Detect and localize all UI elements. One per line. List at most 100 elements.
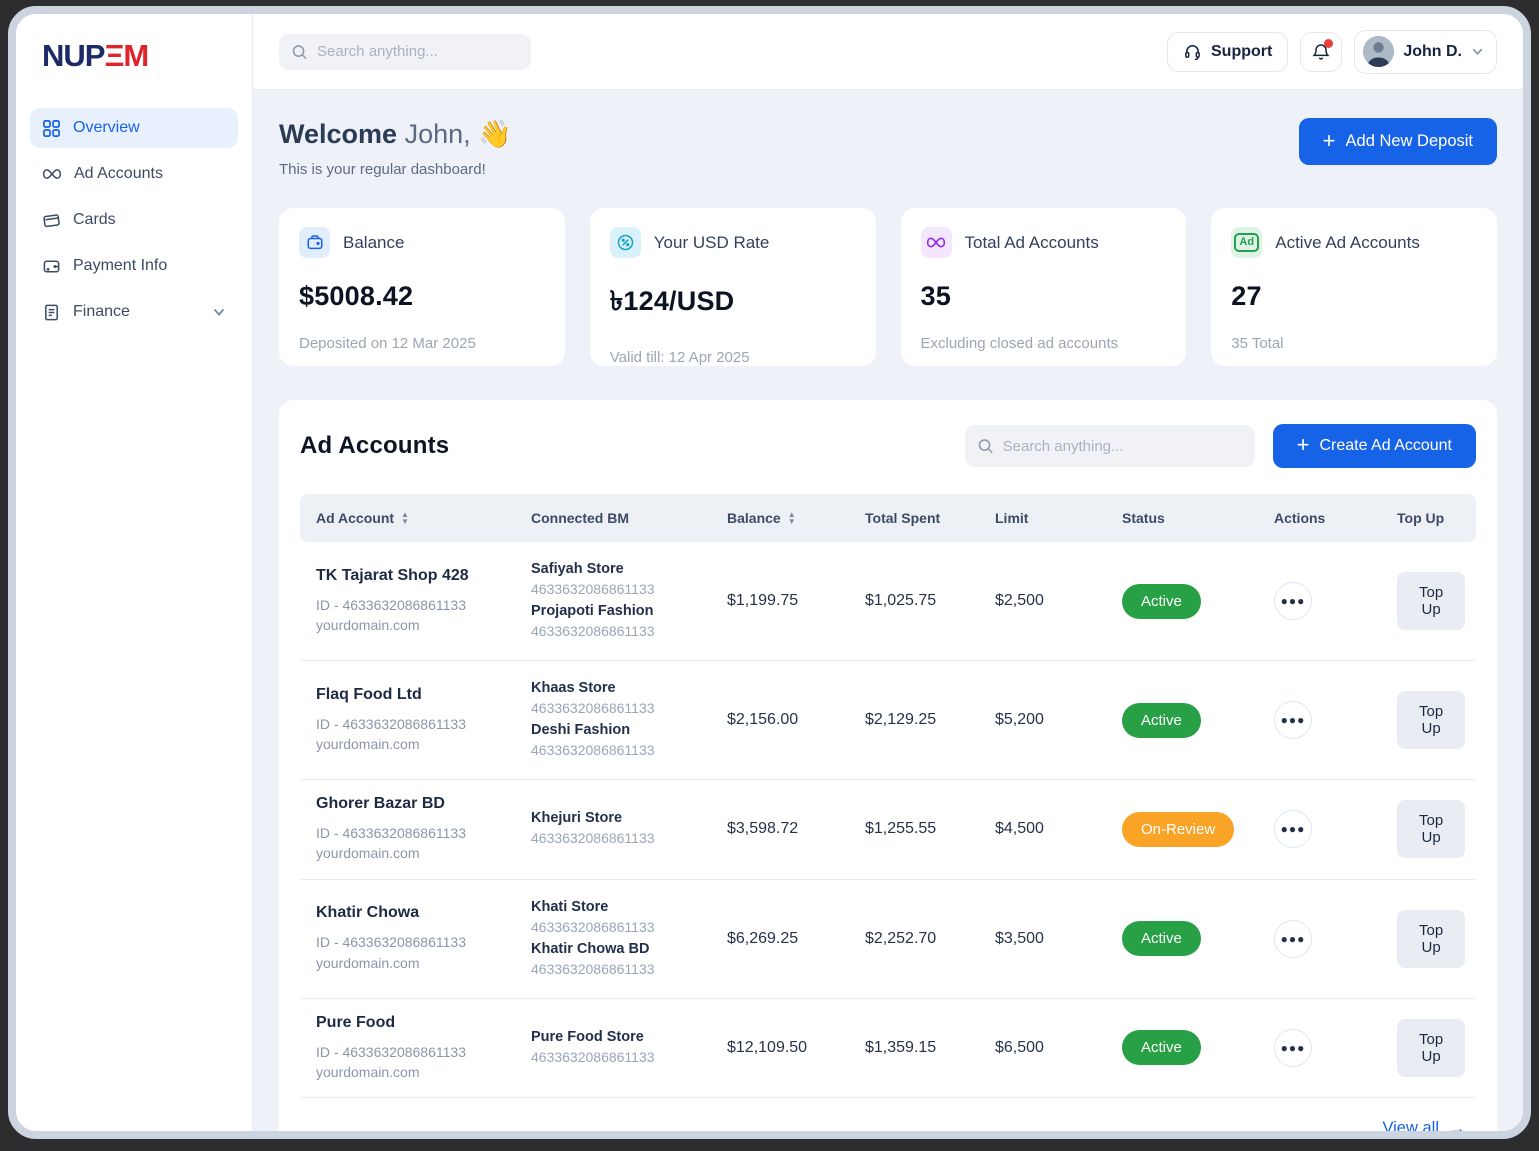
balance-cell: $3,598.72 — [727, 820, 799, 838]
status-badge: Active — [1122, 921, 1201, 957]
table-search-input[interactable] — [964, 425, 1255, 467]
row-actions-button[interactable]: ●●● — [1274, 701, 1312, 739]
bm-entry: Khatir Chowa BD 4633632086861133 — [531, 941, 727, 977]
bm-id: 4633632086861133 — [531, 1048, 655, 1065]
receipt-icon — [45, 304, 58, 320]
status-badge: Active — [1122, 583, 1201, 619]
stat-label: Balance — [343, 232, 405, 252]
stat-card-usd-rate: Your USD Rate ৳124/USD Valid till: 12 Ap… — [589, 208, 876, 366]
sidebar-item-label: Overview — [73, 119, 140, 136]
sidebar-item-finance[interactable]: Finance — [30, 292, 238, 332]
status-badge: Active — [1122, 1030, 1201, 1066]
sidebar-item-cards[interactable]: Cards — [30, 200, 238, 240]
bm-name: Khejuri Store — [531, 810, 623, 827]
table-body: TK Tajarat Shop 428 ID - 463363208686113… — [300, 542, 1476, 1099]
plus-icon: + — [1322, 127, 1336, 153]
sidebar-item-label: Payment Info — [73, 257, 168, 274]
stat-card-total-ad-accounts: Total Ad Accounts 35 Excluding closed ad… — [900, 208, 1187, 366]
column-header-top-up: Top Up — [1397, 510, 1445, 526]
plus-icon: + — [1296, 432, 1310, 457]
bm-entry: Khejuri Store 4633632086861133 — [531, 810, 727, 846]
table-title: Ad Accounts — [300, 432, 450, 459]
total-spent-cell: $2,252.70 — [865, 929, 937, 947]
top-up-button[interactable]: Top Up — [1397, 572, 1466, 630]
balance-cell: $6,269.25 — [727, 929, 799, 947]
page-subtitle: This is your regular dashboard! — [279, 161, 486, 178]
bm-name: Khatir Chowa BD — [531, 940, 650, 957]
account-domain: yourdomain.com — [316, 1063, 420, 1080]
grid-icon — [43, 119, 60, 137]
wallet-plus-icon — [43, 260, 60, 272]
total-spent-cell: $1,025.75 — [865, 592, 937, 609]
bm-entry: Khati Store 4633632086861133 — [531, 899, 727, 935]
account-name: Pure Food — [316, 1013, 396, 1031]
sidebar-item-overview[interactable]: Overview — [30, 108, 238, 148]
top-up-button[interactable]: Top Up — [1397, 800, 1466, 859]
stat-note: 35 Total — [1231, 335, 1284, 352]
connected-bm-cell: Safiyah Store 4633632086861133 Projapoti F… — [531, 557, 727, 645]
balance-cell: $2,156.00 — [727, 711, 799, 728]
card-icon — [43, 213, 60, 227]
account-domain: yourdomain.com — [316, 954, 420, 971]
welcome-name: John, — [404, 119, 471, 149]
add-new-deposit-button[interactable]: + Add New Deposit — [1298, 118, 1497, 165]
meta-icon — [920, 227, 952, 258]
top-up-button[interactable]: Top Up — [1397, 691, 1466, 749]
percent-icon — [609, 227, 641, 258]
sidebar-item-label: Finance — [73, 303, 130, 320]
connected-bm-cell: Khaas Store 4633632086861133 Deshi Fashion… — [531, 676, 727, 764]
column-header-ad-account: Ad Account ▲ ▼ — [316, 509, 409, 526]
balance-cell: $12,109.50 — [727, 1038, 808, 1056]
headset-icon — [1185, 45, 1200, 61]
add-new-deposit-label: Add New Deposit — [1345, 132, 1473, 150]
table-row: TK Tajarat Shop 428 ID - 463363208686113… — [300, 542, 1476, 661]
account-id: ID - 4633632086861133 — [316, 934, 466, 951]
stat-value: 27 — [1231, 281, 1262, 311]
row-actions-button[interactable]: ●●● — [1274, 919, 1312, 958]
stat-note: Deposited on 12 Mar 2025 — [299, 335, 476, 352]
support-button[interactable]: Support — [1167, 31, 1289, 72]
account-id: ID - 4633632086861133 — [316, 825, 466, 841]
total-spent-cell: $2,129.25 — [865, 711, 937, 728]
bm-name: Safiyah Store — [531, 561, 624, 577]
row-actions-button[interactable]: ●●● — [1274, 1028, 1312, 1067]
brand-logo: NUPΞM — [30, 32, 238, 74]
top-up-button[interactable]: Top Up — [1397, 909, 1466, 968]
sidebar-item-payment-info[interactable]: Payment Info — [30, 246, 238, 286]
search-icon — [292, 44, 307, 59]
meta-infinity-icon — [42, 169, 62, 179]
account-id: ID - 4633632086861133 — [316, 715, 466, 732]
bm-entry: Pure Food Store 4633632086861133 — [531, 1029, 727, 1065]
create-ad-account-label: Create Ad Account — [1319, 437, 1452, 454]
support-label: Support — [1211, 42, 1273, 60]
notification-dot — [1324, 38, 1334, 48]
sidebar-item-label: Cards — [73, 211, 116, 228]
column-header-balance: Balance ▲ ▼ — [727, 509, 796, 526]
stat-value: $5008.42 — [299, 281, 414, 311]
top-up-button[interactable]: Top Up — [1397, 1018, 1466, 1077]
view-all-label: View all — [1382, 1119, 1439, 1131]
bm-name: Khati Store — [531, 898, 609, 915]
stat-card-active-ad-accounts: Ad Active Ad Accounts 27 35 Total — [1211, 208, 1497, 366]
view-all-link[interactable]: View all → — [1382, 1118, 1466, 1131]
stat-value: 35 — [920, 281, 951, 311]
app-window: NUPΞM Overview Ad Accounts Cards — [8, 6, 1531, 1139]
user-name: John D. — [1403, 42, 1462, 60]
row-actions-button[interactable]: ●●● — [1274, 582, 1312, 620]
table-row: Flaq Food Ltd ID - 4633632086861133 your… — [300, 661, 1476, 780]
sort-icon[interactable]: ▲ ▼ — [787, 509, 796, 526]
row-actions-button[interactable]: ●●● — [1274, 810, 1312, 849]
sidebar-item-ad-accounts[interactable]: Ad Accounts — [30, 154, 238, 194]
stat-note: Excluding closed ad accounts — [920, 335, 1119, 352]
dashboard-content: Welcome John, 👋 This is your regular das… — [253, 90, 1523, 1131]
global-search-input[interactable] — [279, 33, 531, 70]
main-area: Support John D. — [253, 14, 1523, 1131]
stat-label: Total Ad Accounts — [964, 232, 1099, 252]
create-ad-account-button[interactable]: + Create Ad Account — [1272, 424, 1476, 468]
bm-name: Khaas Store — [531, 680, 616, 696]
total-spent-cell: $1,359.15 — [865, 1038, 937, 1056]
welcome-section: Welcome John, 👋 This is your regular das… — [279, 118, 1497, 178]
notifications-button[interactable] — [1300, 31, 1343, 72]
profile-menu[interactable]: John D. — [1354, 29, 1497, 74]
sort-icon[interactable]: ▲ ▼ — [401, 509, 409, 526]
